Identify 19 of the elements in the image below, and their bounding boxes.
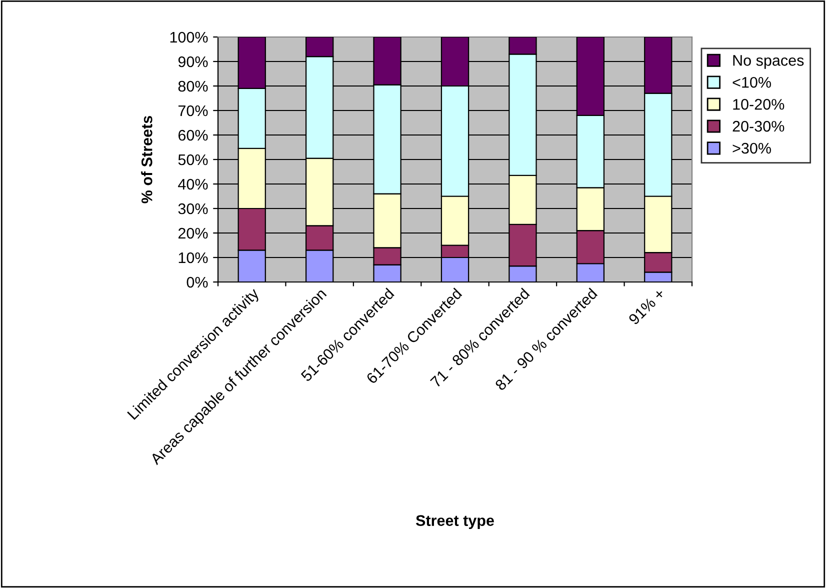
y-tick-label: 20% <box>178 228 208 239</box>
y-tick-label: 80% <box>178 80 208 92</box>
y-tick-label: 100% <box>170 32 208 43</box>
legend-label: No spaces <box>733 55 804 69</box>
legend-label: <10% <box>732 76 771 88</box>
y-tick-label: 0% <box>186 276 208 288</box>
y-tick-label: 10% <box>178 252 208 264</box>
y-tick-label: 50% <box>178 154 208 166</box>
y-tick-label: 90% <box>178 56 208 68</box>
y-tick-label: 40% <box>178 178 208 190</box>
y-tick-label: 70% <box>178 105 208 116</box>
x-axis-title: Street type <box>416 515 494 529</box>
legend-label: 10-20% <box>733 98 784 110</box>
legend-label: >30% <box>732 142 771 154</box>
y-tick-label: 30% <box>178 203 208 214</box>
y-axis-title: % of Streets <box>141 116 152 204</box>
x-tick-label: 91% + <box>628 288 666 326</box>
legend-label: 20-30% <box>732 120 784 132</box>
y-tick-label: 60% <box>178 130 208 141</box>
